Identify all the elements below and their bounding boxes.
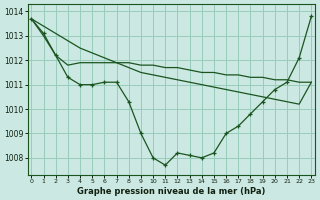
X-axis label: Graphe pression niveau de la mer (hPa): Graphe pression niveau de la mer (hPa) bbox=[77, 187, 266, 196]
